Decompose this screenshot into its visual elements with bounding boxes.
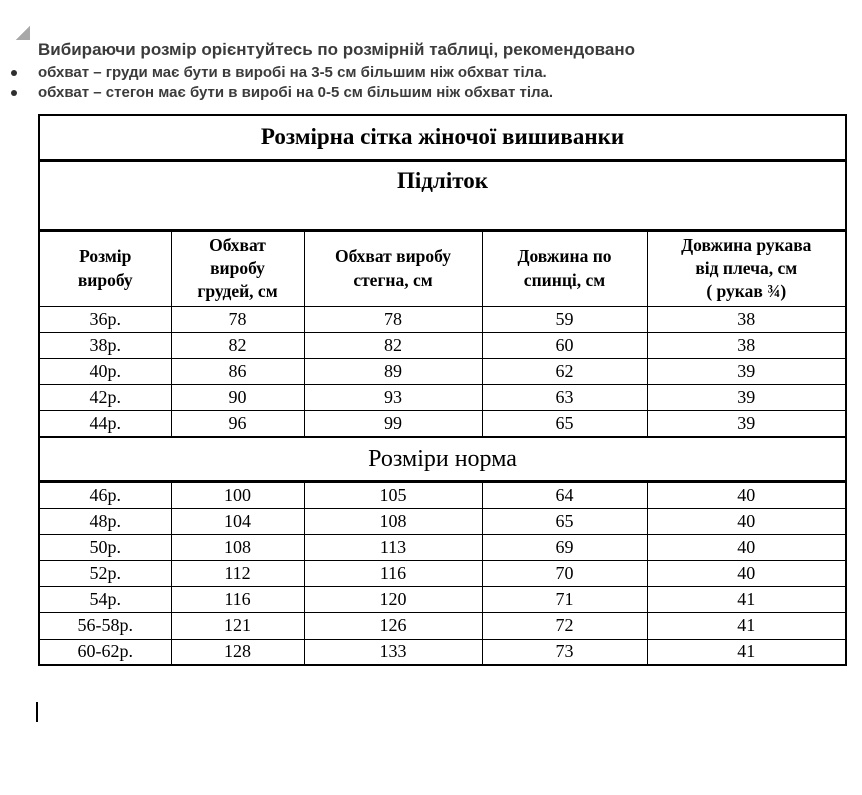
table-cell: 112 bbox=[170, 559, 305, 588]
table-cell: 78 bbox=[170, 305, 305, 333]
corner-triangle-icon bbox=[16, 26, 30, 40]
bullet-text: обхват – груди має бути в виробі на 3-5 … bbox=[38, 64, 547, 81]
section-label-row: Розміри норма bbox=[38, 435, 847, 484]
table-cell: 38р. bbox=[38, 331, 172, 359]
table-cell: 63 bbox=[481, 384, 648, 412]
column-header-sleeve-length: Довжина рукава від плеча, см ( рукав ¾) bbox=[646, 229, 847, 307]
table-row: 36р. 78 78 59 38 bbox=[38, 305, 847, 333]
column-header-hips: Обхват виробу стегна, см bbox=[303, 229, 483, 307]
table-cell: 70 bbox=[481, 559, 648, 588]
table-cell: 120 bbox=[303, 586, 483, 614]
table-cell: 108 bbox=[303, 507, 483, 535]
section-label: Розміри норма bbox=[38, 435, 847, 484]
table-cell: 116 bbox=[170, 586, 305, 614]
table-cell: 48р. bbox=[38, 507, 172, 535]
table-cell: 82 bbox=[170, 331, 305, 359]
table-cell: 39 bbox=[646, 357, 847, 386]
table-cell: 65 bbox=[481, 410, 648, 438]
table-cell: 82 bbox=[303, 331, 483, 359]
intro-block: Вибираючи розмір орієнтуйтесь по розмірн… bbox=[11, 40, 838, 103]
bullet-item: обхват – стегон має бути в виробі на 0-5… bbox=[11, 83, 838, 103]
text-cursor bbox=[36, 702, 38, 722]
table-row: 46р. 100 105 64 40 bbox=[38, 481, 847, 509]
column-header-chest: Обхват виробу грудей, см bbox=[170, 229, 305, 307]
table-cell: 36р. bbox=[38, 305, 172, 333]
table-cell: 40 bbox=[646, 533, 847, 562]
table-cell: 56-58р. bbox=[38, 612, 172, 640]
table-cell: 100 bbox=[170, 481, 305, 509]
group-label-row: Підліток bbox=[38, 159, 847, 232]
table-row: 48р. 104 108 65 40 bbox=[38, 507, 847, 535]
table-cell: 108 bbox=[170, 533, 305, 562]
table-cell: 133 bbox=[303, 638, 483, 666]
table-cell: 72 bbox=[481, 612, 648, 640]
bullet-item: обхват – груди має бути в виробі на 3-5 … bbox=[11, 63, 838, 83]
table-cell: 60 bbox=[481, 331, 648, 359]
table-cell: 62 bbox=[481, 357, 648, 386]
column-header-row: Розмір виробу Обхват виробу грудей, см О… bbox=[38, 229, 847, 307]
table-cell: 96 bbox=[170, 410, 305, 438]
table-cell: 44р. bbox=[38, 410, 172, 438]
table-cell: 40 bbox=[646, 559, 847, 588]
table-cell: 54р. bbox=[38, 586, 172, 614]
table-cell: 39 bbox=[646, 384, 847, 412]
table-row: 60-62р. 128 133 73 41 bbox=[38, 638, 847, 666]
table-cell: 93 bbox=[303, 384, 483, 412]
table-cell: 59 bbox=[481, 305, 648, 333]
table-cell: 40р. bbox=[38, 357, 172, 386]
table-row: 52р. 112 116 70 40 bbox=[38, 559, 847, 588]
table-cell: 41 bbox=[646, 638, 847, 666]
size-table: Розмірна сітка жіночої вишиванки Підліто… bbox=[38, 114, 847, 667]
table-cell: 65 bbox=[481, 507, 648, 535]
table-row: 38р. 82 82 60 38 bbox=[38, 331, 847, 359]
table-cell: 90 bbox=[170, 384, 305, 412]
table-cell: 121 bbox=[170, 612, 305, 640]
column-header-size: Розмір виробу bbox=[38, 229, 172, 307]
bullet-dot-icon bbox=[11, 90, 17, 96]
table-cell: 60-62р. bbox=[38, 638, 172, 666]
table-cell: 41 bbox=[646, 612, 847, 640]
table-row: 54р. 116 120 71 41 bbox=[38, 586, 847, 614]
table-cell: 40 bbox=[646, 481, 847, 509]
size-table-body: 36р. 78 78 59 38 38р. 82 82 60 38 40р. 86 89 62 39 42р.… bbox=[38, 305, 847, 666]
table-cell: 46р. bbox=[38, 481, 172, 509]
table-cell: 126 bbox=[303, 612, 483, 640]
table-cell: 105 bbox=[303, 481, 483, 509]
table-cell: 40 bbox=[646, 507, 847, 535]
table-cell: 89 bbox=[303, 357, 483, 386]
table-cell: 116 bbox=[303, 559, 483, 588]
table-cell: 38 bbox=[646, 331, 847, 359]
table-cell: 38 bbox=[646, 305, 847, 333]
table-row: 42р. 90 93 63 39 bbox=[38, 384, 847, 412]
table-cell: 128 bbox=[170, 638, 305, 666]
table-cell: 86 bbox=[170, 357, 305, 386]
table-cell: 99 bbox=[303, 410, 483, 438]
table-row: 44р. 96 99 65 39 bbox=[38, 410, 847, 438]
column-header-back-length: Довжина по спинці, см bbox=[481, 229, 648, 307]
table-cell: 41 bbox=[646, 586, 847, 614]
table-cell: 73 bbox=[481, 638, 648, 666]
intro-heading: Вибираючи розмір орієнтуйтесь по розмірн… bbox=[38, 40, 636, 59]
table-cell: 42р. bbox=[38, 384, 172, 412]
table-row: 40р. 86 89 62 39 bbox=[38, 357, 847, 386]
table-title-row: Розмірна сітка жіночої вишиванки bbox=[38, 114, 847, 162]
table-cell: 50р. bbox=[38, 533, 172, 562]
table-cell: 64 bbox=[481, 481, 648, 509]
group-label-podlitok: Підліток bbox=[38, 159, 847, 232]
table-cell: 113 bbox=[303, 533, 483, 562]
table-title: Розмірна сітка жіночої вишиванки bbox=[38, 114, 847, 162]
intro-bullet-list: обхват – груди має бути в виробі на 3-5 … bbox=[11, 63, 838, 103]
table-row: 50р. 108 113 69 40 bbox=[38, 533, 847, 562]
table-cell: 71 bbox=[481, 586, 648, 614]
bullet-dot-icon bbox=[11, 70, 17, 76]
table-cell: 104 bbox=[170, 507, 305, 535]
table-cell: 39 bbox=[646, 410, 847, 438]
bullet-text: обхват – стегон має бути в виробі на 0-5… bbox=[38, 84, 554, 101]
table-row: 56-58р. 121 126 72 41 bbox=[38, 612, 847, 640]
table-cell: 69 bbox=[481, 533, 648, 562]
table-cell: 78 bbox=[303, 305, 483, 333]
table-cell: 52р. bbox=[38, 559, 172, 588]
